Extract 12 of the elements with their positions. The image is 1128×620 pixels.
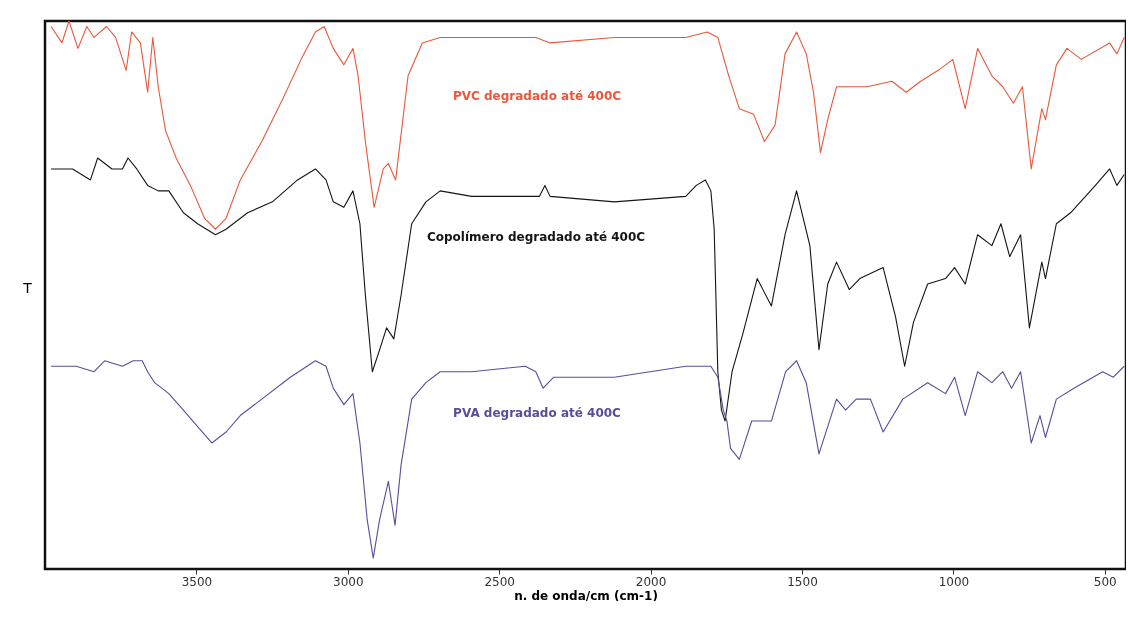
series-label: Copolímero degradado até 400C: [426, 230, 646, 244]
x-tick-label: 500: [1093, 574, 1117, 589]
x-tick-label: 2000: [635, 574, 667, 589]
x-tick-label: 3500: [181, 574, 213, 589]
x-tick-label: 2500: [484, 574, 515, 589]
x-axis-title: n. de onda/cm (cm-1): [514, 588, 658, 603]
text: PVC degradado até 400C: [452, 89, 622, 103]
text: PVA degradado até 400C: [453, 406, 622, 420]
x-tick-label: 1500: [787, 574, 818, 589]
y-axis-title: T: [22, 279, 33, 296]
x-tick-label: 3000: [333, 574, 364, 589]
x-tick-label: 1000: [938, 574, 970, 589]
